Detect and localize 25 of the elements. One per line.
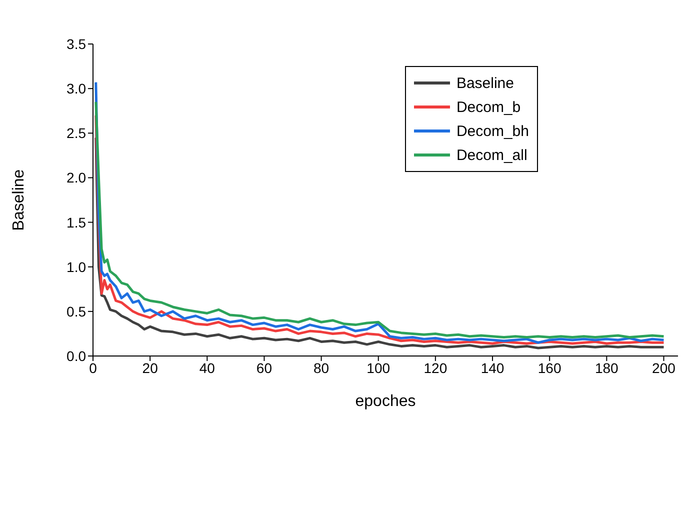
- x-tick-label: 160: [538, 360, 562, 376]
- legend-label: Decom_bh: [456, 122, 529, 140]
- y-tick-label: 3.5: [66, 36, 86, 52]
- x-tick-label: 180: [594, 360, 619, 376]
- x-tick-label: 20: [142, 360, 158, 376]
- y-tick-label: 2.5: [66, 125, 86, 142]
- y-tick-label: 1.5: [66, 214, 86, 230]
- x-axis-title: epoches: [355, 393, 416, 410]
- legend-label: Decom_all: [456, 146, 528, 164]
- legend-label: Baseline: [456, 74, 514, 92]
- x-tick-label: 200: [652, 360, 676, 376]
- y-tick-label: 3.0: [66, 80, 86, 97]
- legend-label: Decom_b: [456, 98, 521, 116]
- x-tick-label: 80: [314, 360, 330, 376]
- x-tick-label: 40: [199, 360, 216, 376]
- y-tick-label: 0.5: [66, 303, 86, 320]
- x-tick-label: 120: [424, 360, 448, 376]
- y-tick-label: 0.0: [66, 348, 86, 364]
- x-tick-label: 60: [256, 360, 272, 376]
- x-tick-label: 0: [89, 360, 98, 376]
- y-axis-title: Baseline: [10, 169, 28, 231]
- y-tick-label: 2.0: [66, 170, 86, 186]
- x-tick-label: 100: [366, 360, 390, 376]
- y-tick-label: 1.0: [66, 258, 86, 275]
- x-tick-label: 140: [480, 360, 504, 376]
